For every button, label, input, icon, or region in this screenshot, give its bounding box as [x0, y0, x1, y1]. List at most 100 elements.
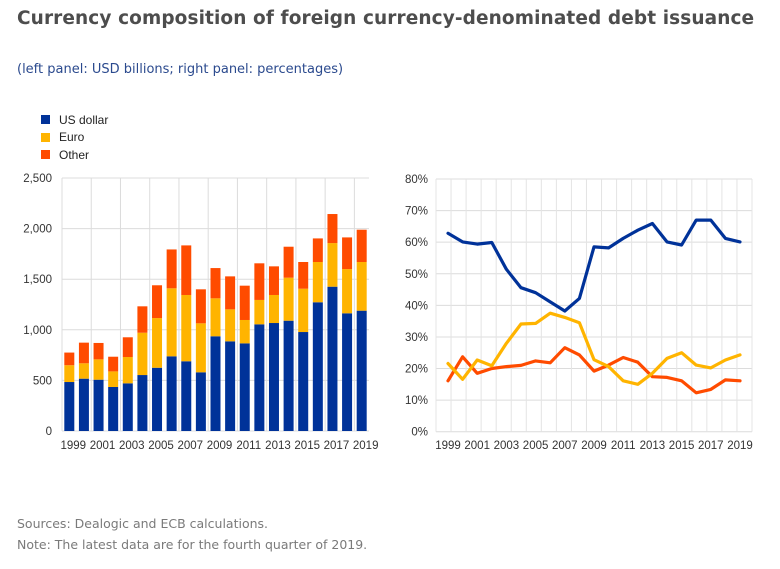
bar-us-dollar-2019 [356, 310, 367, 431]
chart-title: Currency composition of foreign currency… [17, 8, 755, 29]
bar-other-2011 [239, 285, 250, 320]
legend-label-us-dollar: US dollar [59, 112, 109, 127]
bar-other-2013 [268, 266, 279, 295]
x-tick-label: 2003 [494, 440, 520, 452]
bar-euro-1999 [64, 365, 75, 383]
bar-euro-2014 [283, 277, 294, 321]
bar-us-dollar-2011 [239, 343, 250, 431]
legend-swatch-us-dollar [41, 115, 50, 125]
bar-euro-2019 [356, 261, 367, 311]
legend-item-us-dollar: US dollar [41, 111, 108, 129]
bar-other-2014 [283, 246, 294, 278]
legend-label-other: Other [59, 147, 90, 162]
bar-euro-2009 [210, 298, 221, 337]
bar-us-dollar-2007 [181, 361, 192, 431]
x-tick-label: 2019 [353, 440, 379, 452]
y-tick-label: 1,500 [23, 274, 52, 286]
bar-us-dollar-2008 [195, 372, 206, 431]
bar-us-dollar-2014 [283, 320, 294, 431]
bar-euro-2003 [122, 357, 133, 384]
bar-euro-2008 [195, 323, 206, 373]
x-tick-label: 2011 [611, 440, 636, 452]
line-euro [446, 311, 742, 386]
y-tick-label: 80% [405, 174, 428, 186]
bar-euro-2001 [93, 359, 104, 380]
x-tick-label: 2015 [669, 440, 695, 452]
bar-other-2012 [254, 263, 265, 300]
x-tick-label: 2017 [324, 440, 350, 452]
bar-us-dollar-2012 [254, 324, 265, 431]
x-tick-label: 2001 [90, 440, 116, 452]
x-tick-label: 2005 [148, 440, 174, 452]
legend-item-euro: Euro [41, 129, 108, 147]
bar-other-2004 [137, 306, 148, 333]
bar-other-2007 [181, 245, 192, 295]
y-tick-label: 2,500 [23, 173, 52, 185]
bar-us-dollar-2003 [122, 383, 133, 431]
bar-other-2005 [152, 285, 163, 319]
sources-note: Sources: Dealogic and ECB calculations. [17, 516, 269, 531]
bar-other-2006 [166, 249, 177, 289]
bar-us-dollar-2000 [78, 378, 89, 431]
bar-other-2016 [312, 238, 323, 262]
x-tick-label: 1999 [435, 440, 461, 452]
bar-euro-2000 [78, 363, 89, 379]
bar-us-dollar-2006 [166, 356, 177, 431]
bar-euro-2002 [108, 371, 119, 387]
x-tick-label: 2001 [464, 440, 490, 452]
bar-euro-2004 [137, 332, 148, 376]
bar-us-dollar-2018 [342, 313, 353, 431]
bar-other-2017 [327, 214, 338, 244]
line-us-dollar [446, 218, 742, 313]
bar-other-2015 [298, 261, 309, 289]
bar-other-1999 [64, 352, 75, 366]
y-tick-label: 60% [405, 237, 428, 249]
bar-other-2009 [210, 268, 221, 299]
y-tick-label: 500 [33, 375, 52, 387]
bar-euro-2005 [152, 318, 163, 368]
x-tick-label: 2011 [236, 440, 261, 452]
bar-euro-2011 [239, 319, 250, 344]
chart-subtitle: (left panel: USD billions; right panel: … [17, 62, 344, 77]
y-tick-label: 0 [46, 426, 52, 438]
bar-euro-2012 [254, 299, 265, 325]
legend-label-euro: Euro [59, 130, 85, 145]
bar-other-2018 [342, 237, 353, 270]
x-tick-label: 2009 [207, 440, 233, 452]
bar-us-dollar-2016 [312, 302, 323, 431]
bar-us-dollar-2013 [268, 323, 279, 431]
bar-us-dollar-2015 [298, 332, 309, 431]
y-tick-label: 70% [405, 206, 428, 218]
bar-other-2002 [108, 356, 119, 372]
bar-euro-2007 [181, 294, 192, 362]
bar-us-dollar-2010 [225, 341, 236, 431]
x-tick-label: 1999 [61, 440, 87, 452]
bar-other-2001 [93, 342, 104, 360]
bar-us-dollar-2001 [93, 379, 104, 431]
x-tick-label: 2013 [265, 440, 291, 452]
bar-other-2008 [195, 289, 206, 324]
bar-other-2010 [225, 276, 236, 310]
y-tick-label: 1,000 [23, 325, 52, 337]
bar-other-2000 [78, 342, 89, 364]
bar-us-dollar-1999 [64, 382, 75, 431]
x-tick-label: 2007 [177, 440, 203, 452]
x-tick-label: 2007 [552, 440, 578, 452]
line-other [446, 346, 742, 395]
bar-us-dollar-2017 [327, 286, 338, 431]
legend-swatch-euro [41, 132, 50, 142]
bar-us-dollar-2009 [210, 336, 221, 431]
bar-euro-2017 [327, 243, 338, 287]
y-tick-label: 50% [405, 269, 428, 281]
bar-other-2003 [122, 337, 133, 358]
y-tick-label: 40% [405, 300, 428, 312]
bar-euro-2016 [312, 261, 323, 303]
x-tick-label: 2019 [727, 440, 753, 452]
bar-euro-2018 [342, 269, 353, 314]
footnote: Note: The latest data are for the fourth… [17, 537, 368, 552]
y-tick-label: 2,000 [23, 224, 52, 236]
y-tick-label: 20% [405, 364, 428, 376]
y-tick-label: 10% [405, 395, 428, 407]
